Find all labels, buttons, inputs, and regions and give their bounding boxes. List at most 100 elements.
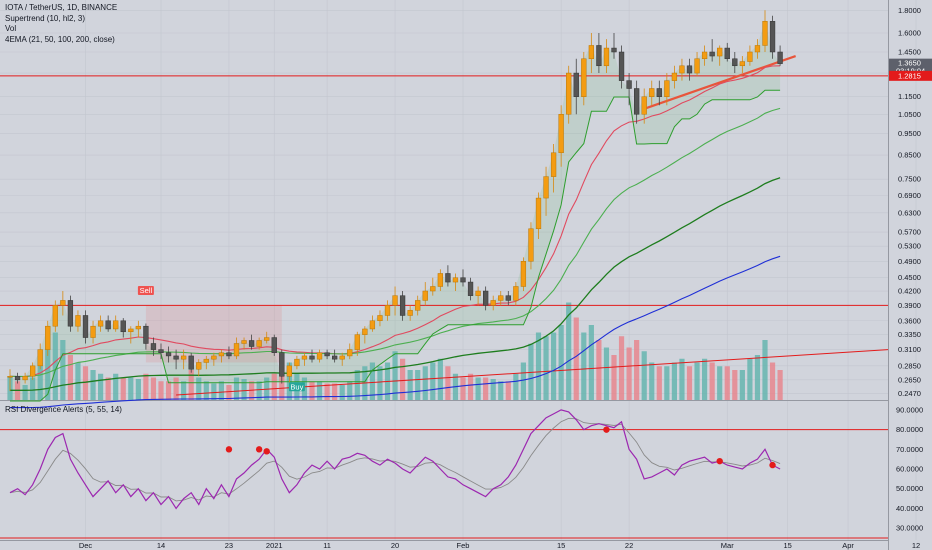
volume-bar [686, 366, 693, 400]
volume-bar [22, 385, 28, 400]
candle-body [67, 300, 74, 327]
time-tick-label: 2021 [266, 541, 283, 550]
candle-body [460, 277, 466, 283]
time-tick-label: 20 [391, 541, 399, 550]
volume-bar [45, 347, 51, 400]
candle-body [664, 80, 670, 97]
volume-bar [196, 377, 202, 400]
volume-bar [392, 351, 398, 400]
candle-body [22, 376, 28, 381]
legend-indicator-ema[interactable]: 4EMA (21, 50, 100, 200, close) [5, 34, 115, 44]
candle-body [256, 340, 262, 347]
candle-body [90, 325, 96, 338]
volume-bar [75, 362, 81, 400]
price-tick-label: 0.2650 [898, 375, 921, 384]
legend-symbol[interactable]: IOTA / TetherUS, 1D, BINANCE [5, 3, 118, 12]
candle-body [754, 45, 761, 53]
candle-body [279, 352, 285, 377]
volume-bar [415, 370, 421, 400]
candle-body [60, 300, 66, 306]
volume-bar [769, 362, 776, 400]
candle-body [97, 320, 104, 327]
volume-bar [113, 373, 119, 400]
volume-bar [369, 362, 375, 400]
candle-body [437, 273, 444, 287]
candle-body [550, 152, 557, 177]
volume-bar [37, 362, 43, 400]
volume-bar [67, 355, 73, 400]
candle-body [634, 88, 640, 115]
time-tick-label: 15 [557, 541, 565, 550]
candle-body [543, 176, 549, 199]
candle-body [203, 358, 209, 363]
volume-bar [165, 381, 172, 400]
candle-body [399, 295, 406, 316]
candle-body [105, 320, 111, 330]
volume-bar [709, 362, 715, 400]
price-tick-label: 1.8000 [898, 6, 921, 15]
candle-body [535, 197, 542, 230]
candle-body [301, 355, 308, 360]
rsi-tick-label: 70.0000 [896, 445, 923, 454]
candle-body [347, 349, 353, 357]
volume-bar [135, 379, 141, 400]
candle-body [150, 343, 157, 350]
rsi-tick-label: 80.0000 [896, 425, 923, 434]
volume-bar [520, 362, 526, 400]
candle-body [226, 352, 232, 357]
volume-bar [218, 381, 224, 400]
candle-body [641, 96, 647, 115]
candle-body [626, 80, 632, 89]
candle-body [233, 343, 240, 357]
rsi-title[interactable]: RSI Divergence Alerts (5, 55, 14) [5, 405, 122, 414]
volume-bar [233, 377, 240, 400]
rsi-divergence-marker [255, 446, 263, 453]
volume-bar [551, 332, 557, 400]
time-tick-label: 22 [625, 541, 633, 550]
price-tick-label: 1.1500 [898, 92, 921, 101]
volume-series [7, 302, 783, 400]
candle-body [558, 114, 564, 154]
candle-body [520, 261, 527, 287]
price-tick-label: 1.0500 [898, 110, 921, 119]
candle-body [377, 315, 383, 322]
rsi-divergence-marker [716, 457, 723, 465]
rsi-tick-label: 90.0000 [896, 405, 923, 414]
candle-body [14, 376, 21, 381]
volume-bar [430, 362, 436, 400]
price-tick-label: 1.6000 [898, 29, 921, 38]
legend-indicator-supertrend[interactable]: Supertrend (10, hl2, 3) [5, 13, 86, 23]
volume-bar [445, 366, 451, 400]
candle-body [264, 337, 270, 341]
candle-body [747, 51, 753, 62]
time-tick-label: 15 [783, 541, 791, 550]
volume-bar [120, 377, 126, 400]
level-price-value: 1.2815 [898, 71, 921, 80]
time-tick-label: 11 [323, 541, 331, 550]
volume-bar [309, 381, 315, 400]
volume-bar [226, 385, 232, 400]
candle-body [135, 325, 141, 330]
volume-bar [724, 366, 730, 400]
rsi-divergence-marker [603, 426, 610, 433]
candle-body [739, 61, 746, 67]
time-tick-label: Dec [79, 541, 93, 550]
time-tick-label: 14 [157, 541, 165, 550]
volume-bar [105, 377, 111, 400]
candle-body [75, 315, 81, 327]
price-tick-label: 0.3350 [898, 330, 921, 339]
candle-body [566, 72, 572, 115]
volume-bar [483, 377, 489, 400]
volume-bar [596, 340, 602, 400]
volume-bar [407, 370, 413, 400]
volume-bar [377, 366, 383, 400]
candle-body [407, 310, 413, 316]
candle-body [271, 337, 277, 353]
candle-body [218, 352, 225, 357]
chart-legend: IOTA / TetherUS, 1D, BINANCE Supertrend … [5, 3, 117, 45]
candle-body [513, 286, 519, 301]
ema50-line [9, 107, 781, 377]
legend-indicator-vol[interactable]: Vol [5, 24, 17, 33]
rsi-tick-label: 30.0000 [896, 524, 923, 533]
